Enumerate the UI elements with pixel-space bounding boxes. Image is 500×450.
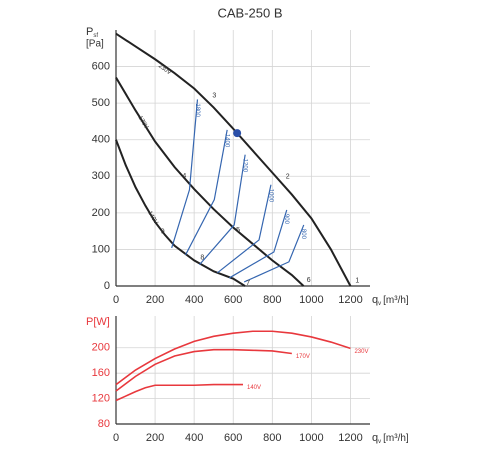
x-tick-label: 0 — [113, 432, 119, 444]
series-label: 170V — [137, 115, 150, 130]
y-tick-label: 0 — [104, 280, 110, 292]
x-tick-label: 0 — [113, 294, 119, 306]
series-label: 800 — [300, 229, 306, 240]
y-tick-label: 120 — [92, 392, 110, 404]
x-tick-label: 1200 — [338, 294, 362, 306]
series-label: 1000 — [267, 189, 273, 203]
y-axis-label: Psf — [86, 26, 98, 39]
annotation: 6 — [307, 277, 311, 284]
x-tick-label: 1200 — [338, 432, 362, 444]
x-tick-label: 400 — [185, 432, 203, 444]
series-label: 230V — [157, 63, 172, 76]
x-axis-label: qv [m³/h] — [372, 294, 409, 307]
annotation: 3 — [212, 92, 216, 99]
x-label-sub: v — [378, 301, 381, 307]
y-tick-label: 100 — [92, 243, 110, 255]
x-label-unit: [m³/h] — [383, 433, 409, 444]
y-axis-label: P[W] — [86, 316, 110, 328]
series-line — [115, 383, 243, 402]
operating-point — [233, 129, 242, 138]
x-tick-label: 1000 — [299, 294, 323, 306]
x-tick-label: 200 — [146, 432, 164, 444]
annotation: 7 — [246, 280, 250, 287]
x-tick-label: 600 — [224, 294, 242, 306]
x-label: q — [372, 294, 378, 306]
series-line — [243, 224, 305, 283]
series-line — [198, 154, 246, 266]
y-tick-label: 400 — [92, 134, 110, 146]
chart-title: CAB-250 B — [217, 5, 282, 20]
series-line — [229, 209, 288, 279]
annotation: 2 — [286, 173, 290, 180]
series-label: 1400 — [224, 134, 230, 148]
x-tick-label: 600 — [224, 432, 242, 444]
y-tick-label: 160 — [92, 367, 110, 379]
y-label: P — [86, 26, 93, 38]
series-line — [115, 348, 292, 392]
series-label: 1800 — [194, 103, 200, 117]
annotation: 8 — [200, 255, 204, 262]
x-label: q — [372, 432, 378, 444]
series-label: 170V — [296, 354, 310, 360]
series-line — [115, 32, 352, 287]
y-tick-label: 500 — [92, 97, 110, 109]
series-label: 900 — [283, 214, 289, 225]
x-tick-label: 1000 — [299, 432, 323, 444]
series-line — [115, 77, 305, 287]
x-tick-label: 800 — [263, 294, 281, 306]
annotation: 9 — [161, 229, 165, 236]
annotation: 4 — [182, 173, 186, 180]
y-tick-label: 200 — [92, 342, 110, 354]
series-label: 140V — [247, 385, 261, 391]
series-label: 1200 — [242, 159, 248, 173]
series-line — [217, 184, 272, 274]
series-line — [115, 139, 246, 287]
annotation: 5 — [236, 227, 240, 234]
y-tick-label: 600 — [92, 60, 110, 72]
series-line — [115, 330, 351, 386]
series-line — [185, 129, 228, 256]
x-tick-label: 200 — [146, 294, 164, 306]
y-axis-unit: [Pa] — [86, 39, 104, 50]
y-label-sub: sf — [93, 33, 98, 39]
annotation: 1 — [355, 278, 359, 285]
x-axis-label: qv [m³/h] — [372, 432, 409, 445]
y-tick-label: 80 — [98, 418, 110, 430]
x-label-unit: [m³/h] — [383, 295, 409, 306]
series-line — [171, 99, 199, 249]
series-label: 230V — [354, 349, 368, 355]
x-label-sub: v — [378, 439, 381, 445]
x-tick-label: 800 — [263, 432, 281, 444]
y-tick-label: 300 — [92, 170, 110, 182]
x-tick-label: 400 — [185, 294, 203, 306]
y-tick-label: 200 — [92, 207, 110, 219]
